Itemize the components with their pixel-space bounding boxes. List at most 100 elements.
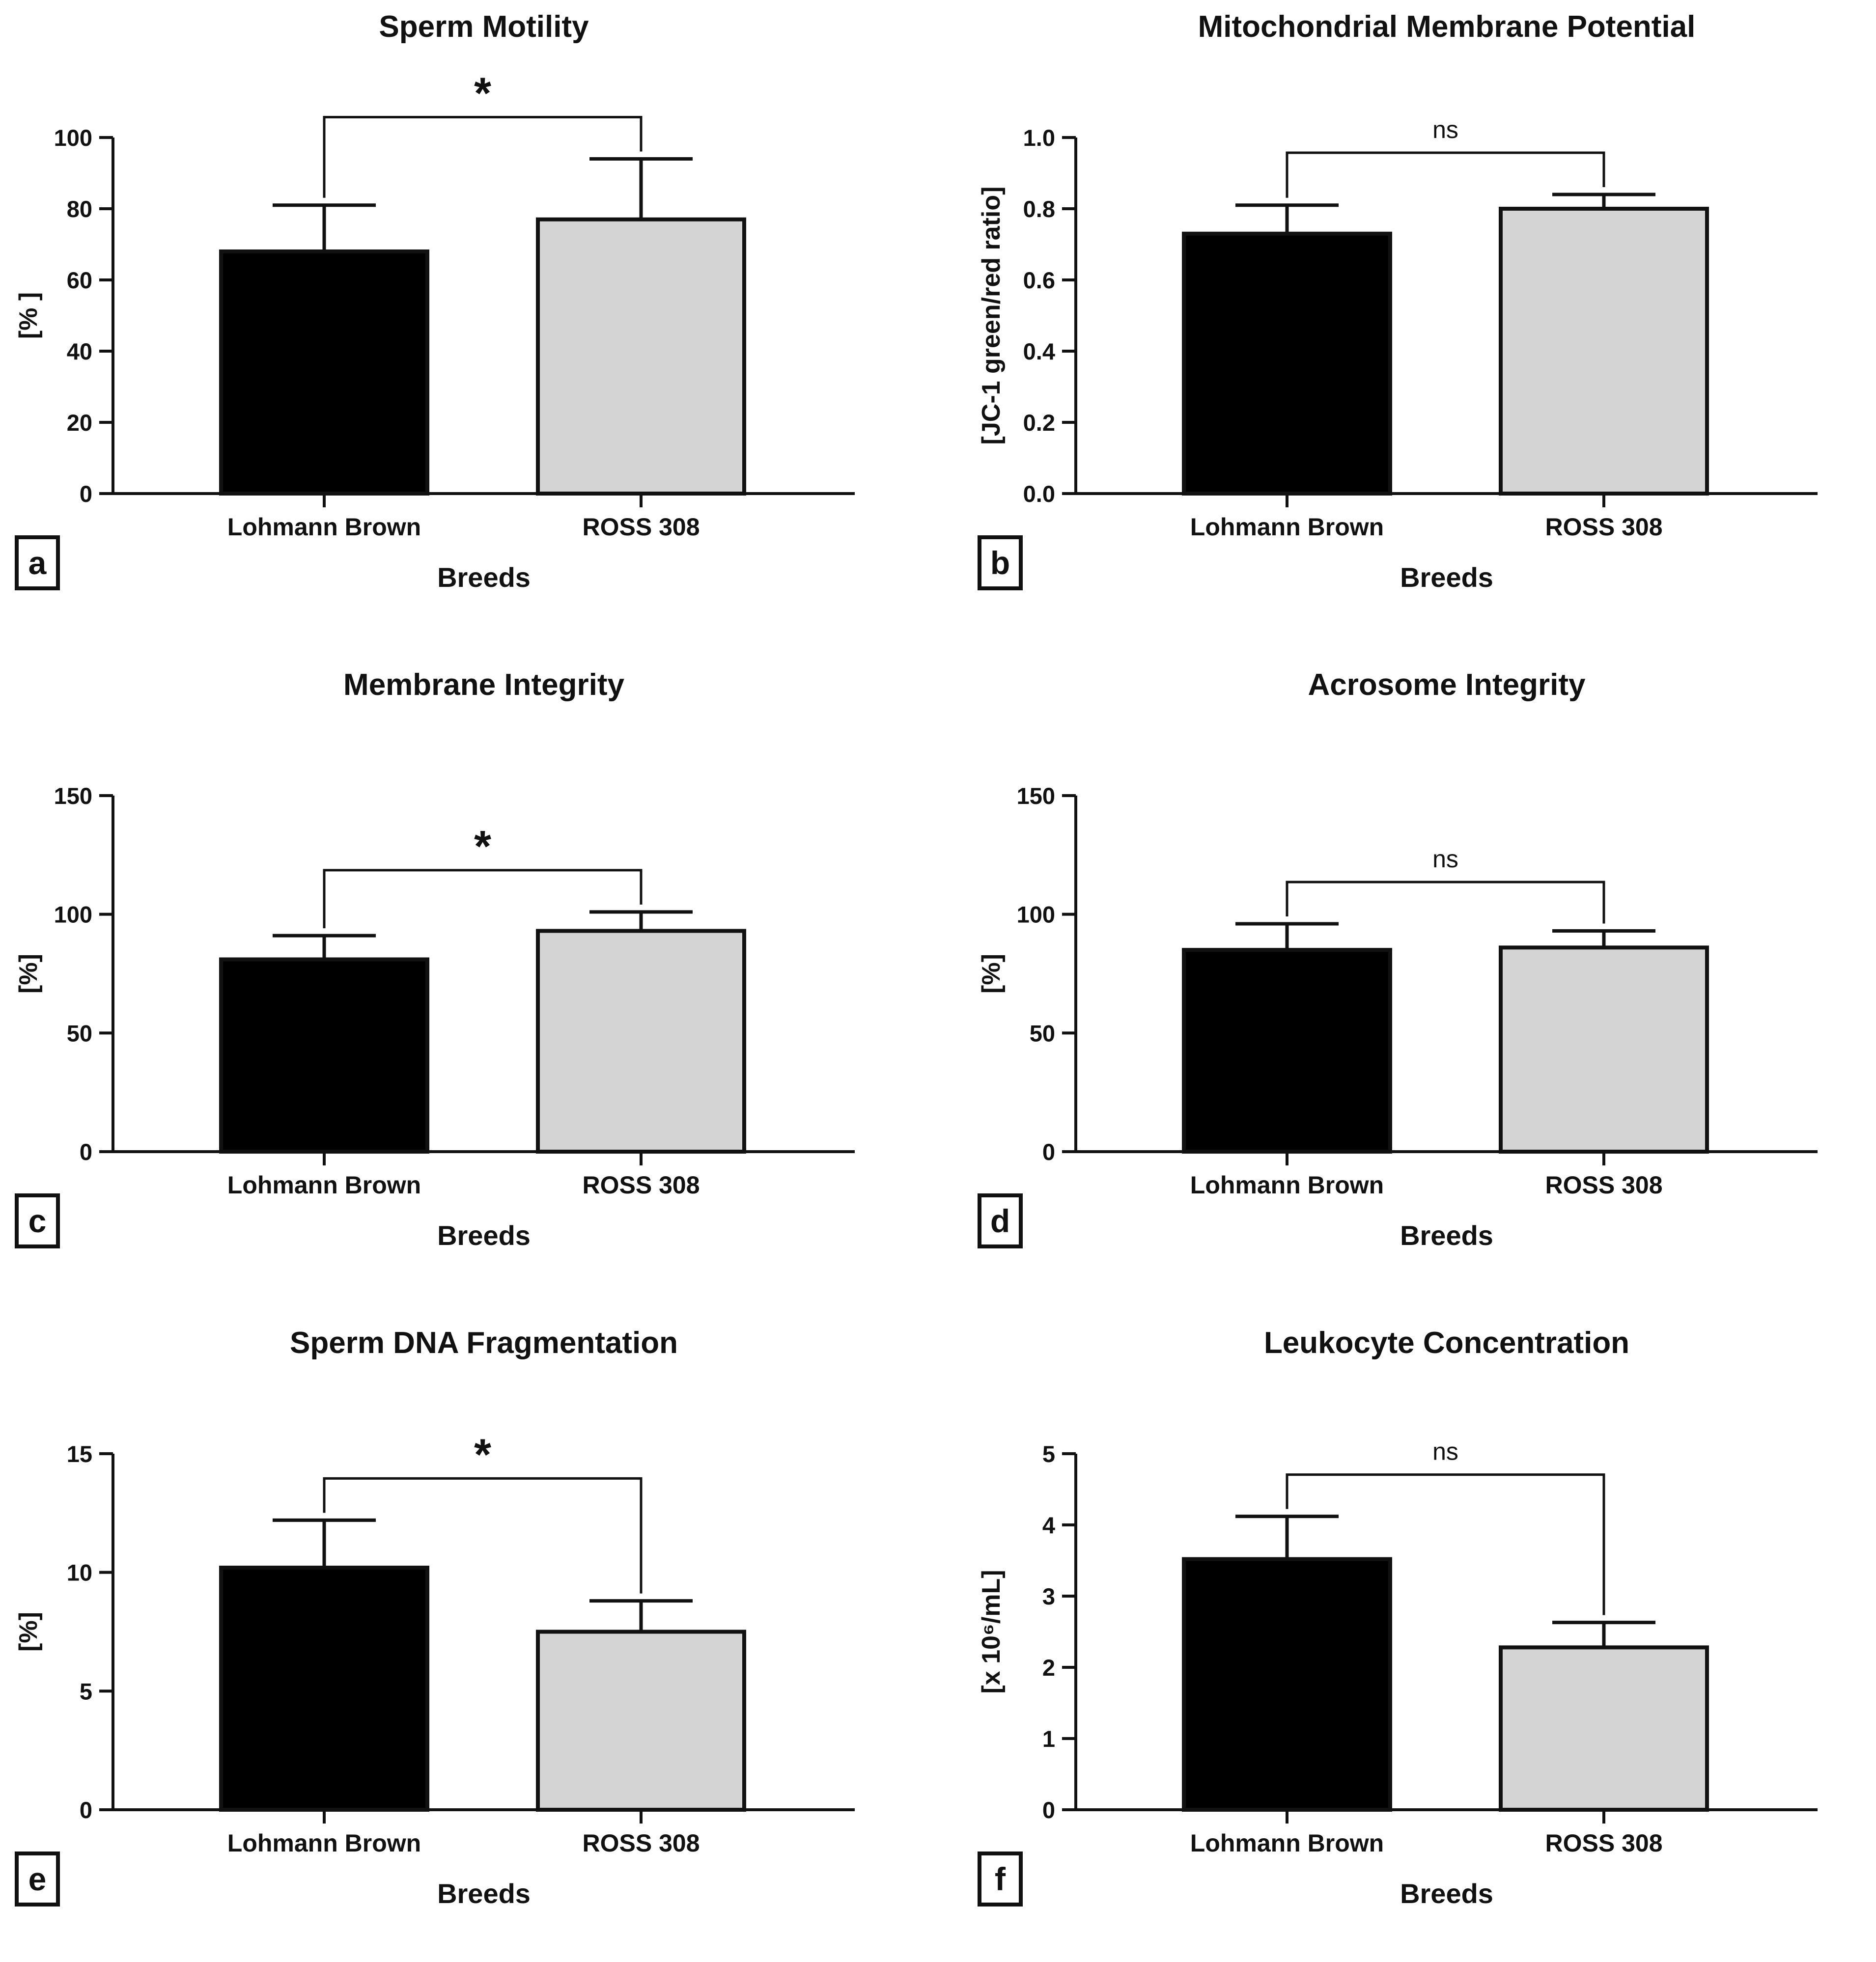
significance-bracket bbox=[323, 1477, 643, 1594]
chart-panel-e: Sperm DNA Fragmentation 0 5 10 15 [%] Lohmann … bbox=[0, 1316, 914, 1955]
chart-svg: Sperm DNA Fragmentation 0 5 10 15 [%] Lohmann … bbox=[14, 1326, 855, 1909]
y-tick-label: 20 bbox=[67, 410, 92, 436]
x-category-label: ROSS 308 bbox=[582, 513, 700, 541]
x-axis-label: Breeds bbox=[1400, 1220, 1493, 1251]
y-tick-label: 15 bbox=[67, 1441, 92, 1467]
y-tick-label: 0.8 bbox=[1023, 196, 1055, 222]
chart-title: Membrane Integrity bbox=[343, 668, 624, 702]
y-tick-label: 0 bbox=[1042, 1139, 1055, 1165]
significance-label: ns bbox=[1432, 116, 1458, 143]
x-axis-label: Breeds bbox=[437, 1878, 531, 1909]
y-axis-label: [% ] bbox=[14, 292, 43, 339]
y-tick-label: 0 bbox=[1042, 1797, 1055, 1823]
chart-title: Mitochondrial Membrane Potential bbox=[1198, 10, 1696, 44]
y-tick-label: 50 bbox=[1030, 1020, 1055, 1046]
y-tick-label: 100 bbox=[1017, 902, 1055, 928]
x-category-label: Lohmann Brown bbox=[1190, 1829, 1384, 1857]
significance-label: ns bbox=[1432, 845, 1458, 873]
bar-ross-308 bbox=[1499, 1645, 1709, 1812]
significance-bracket bbox=[1286, 1473, 1605, 1615]
y-tick-label: 2 bbox=[1042, 1655, 1055, 1681]
y-axis-label: [%] bbox=[977, 954, 1006, 994]
bar-ross-308 bbox=[1499, 207, 1709, 496]
y-tick-label: 100 bbox=[54, 902, 92, 928]
y-tick-label: 10 bbox=[67, 1560, 92, 1586]
y-tick-label: 5 bbox=[80, 1678, 92, 1704]
y-axis-label: [x 10⁶/mL] bbox=[977, 1570, 1006, 1693]
significance-label: * bbox=[474, 822, 491, 871]
bar-ross-308 bbox=[536, 1630, 746, 1812]
significance-bracket bbox=[323, 869, 643, 929]
panel-letter: a bbox=[15, 535, 60, 590]
bar-ross-308 bbox=[536, 217, 746, 496]
significance-bracket bbox=[323, 116, 643, 198]
bar-lohmann-brown bbox=[1182, 948, 1392, 1154]
y-tick-label: 80 bbox=[67, 196, 92, 222]
x-category-label: ROSS 308 bbox=[582, 1171, 700, 1199]
y-tick-label: 150 bbox=[1017, 783, 1055, 809]
y-tick-label: 0.4 bbox=[1023, 338, 1055, 364]
y-tick-label: 0.2 bbox=[1023, 410, 1055, 436]
x-category-label: ROSS 308 bbox=[582, 1829, 700, 1857]
chart-panel-f: Leukocyte Concentration 0 1 2 3 4 5 [x 10⁶/mL] L… bbox=[963, 1316, 1876, 1955]
y-tick-label: 0 bbox=[80, 1797, 92, 1823]
y-tick-label: 60 bbox=[67, 267, 92, 293]
x-category-label: ROSS 308 bbox=[1545, 513, 1662, 541]
panel-letter: d bbox=[978, 1193, 1023, 1248]
x-axis-label: Breeds bbox=[1400, 1878, 1493, 1909]
x-category-label: Lohmann Brown bbox=[227, 513, 421, 541]
x-category-label: Lohmann Brown bbox=[1190, 513, 1384, 541]
panel-letter: b bbox=[978, 535, 1023, 590]
x-category-label: ROSS 308 bbox=[1545, 1829, 1662, 1857]
panel-letter: e bbox=[15, 1851, 60, 1907]
y-tick-label: 0 bbox=[80, 481, 92, 507]
chart-panel-c: Membrane Integrity 0 50 100 150 [%] Lohmann Br… bbox=[0, 658, 914, 1297]
y-tick-label: 0.6 bbox=[1023, 267, 1055, 293]
chart-panel-d: Acrosome Integrity 0 50 100 150 [%] Lohmann Br… bbox=[963, 658, 1876, 1297]
chart-panel-a: Sperm Motility 0 20 40 60 80 100 [% ] Lohmann Br… bbox=[0, 0, 914, 638]
chart-title: Leukocyte Concentration bbox=[1264, 1326, 1629, 1360]
significance-bracket bbox=[1286, 151, 1605, 198]
y-tick-label: 3 bbox=[1042, 1583, 1055, 1609]
y-tick-label: 40 bbox=[67, 338, 92, 364]
chart-svg: Sperm Motility 0 20 40 60 80 100 [% ] Lohmann Br… bbox=[14, 10, 855, 593]
chart-svg: Acrosome Integrity 0 50 100 150 [%] Lohmann Br… bbox=[977, 668, 1818, 1251]
bar-lohmann-brown bbox=[219, 957, 429, 1154]
chart-svg: Leukocyte Concentration 0 1 2 3 4 5 [x 10⁶/mL] L… bbox=[977, 1326, 1818, 1909]
significance-label: * bbox=[474, 1430, 491, 1479]
panel-letter: c bbox=[15, 1193, 60, 1248]
x-axis-label: Breeds bbox=[1400, 562, 1493, 593]
chart-svg: Membrane Integrity 0 50 100 150 [%] Lohmann Br… bbox=[14, 668, 855, 1251]
x-category-label: Lohmann Brown bbox=[227, 1829, 421, 1857]
bar-lohmann-brown bbox=[219, 249, 429, 496]
significance-label: ns bbox=[1432, 1438, 1458, 1465]
y-tick-label: 0 bbox=[80, 1139, 92, 1165]
x-category-label: Lohmann Brown bbox=[1190, 1171, 1384, 1199]
bar-lohmann-brown bbox=[219, 1566, 429, 1812]
y-tick-label: 100 bbox=[54, 125, 92, 151]
x-axis-label: Breeds bbox=[437, 562, 531, 593]
bar-lohmann-brown bbox=[1182, 231, 1392, 496]
x-category-label: ROSS 308 bbox=[1545, 1171, 1662, 1199]
chart-title: Acrosome Integrity bbox=[1308, 668, 1586, 702]
y-tick-label: 0.0 bbox=[1023, 481, 1055, 507]
y-tick-label: 150 bbox=[54, 783, 92, 809]
y-tick-label: 50 bbox=[67, 1020, 92, 1046]
bar-lohmann-brown bbox=[1182, 1557, 1392, 1812]
y-axis-label: [%] bbox=[14, 1612, 43, 1652]
chart-panel-b: Mitochondrial Membrane Potential 0.0 0.2 0.… bbox=[963, 0, 1876, 638]
y-axis-label: [JC-1 green/red ratio] bbox=[977, 187, 1006, 445]
y-tick-label: 1 bbox=[1042, 1726, 1055, 1752]
y-axis-label: [%] bbox=[14, 954, 43, 994]
panel-letter: f bbox=[978, 1851, 1023, 1907]
significance-bracket bbox=[1286, 881, 1605, 924]
bar-ross-308 bbox=[1499, 945, 1709, 1154]
chart-title: Sperm Motility bbox=[379, 10, 589, 44]
chart-title: Sperm DNA Fragmentation bbox=[290, 1326, 678, 1360]
x-category-label: Lohmann Brown bbox=[227, 1171, 421, 1199]
y-tick-label: 1.0 bbox=[1023, 125, 1055, 151]
x-axis-label: Breeds bbox=[437, 1220, 531, 1251]
chart-svg: Mitochondrial Membrane Potential 0.0 0.2 0.… bbox=[977, 10, 1818, 593]
y-tick-label: 4 bbox=[1042, 1512, 1055, 1538]
y-tick-label: 5 bbox=[1042, 1441, 1055, 1467]
